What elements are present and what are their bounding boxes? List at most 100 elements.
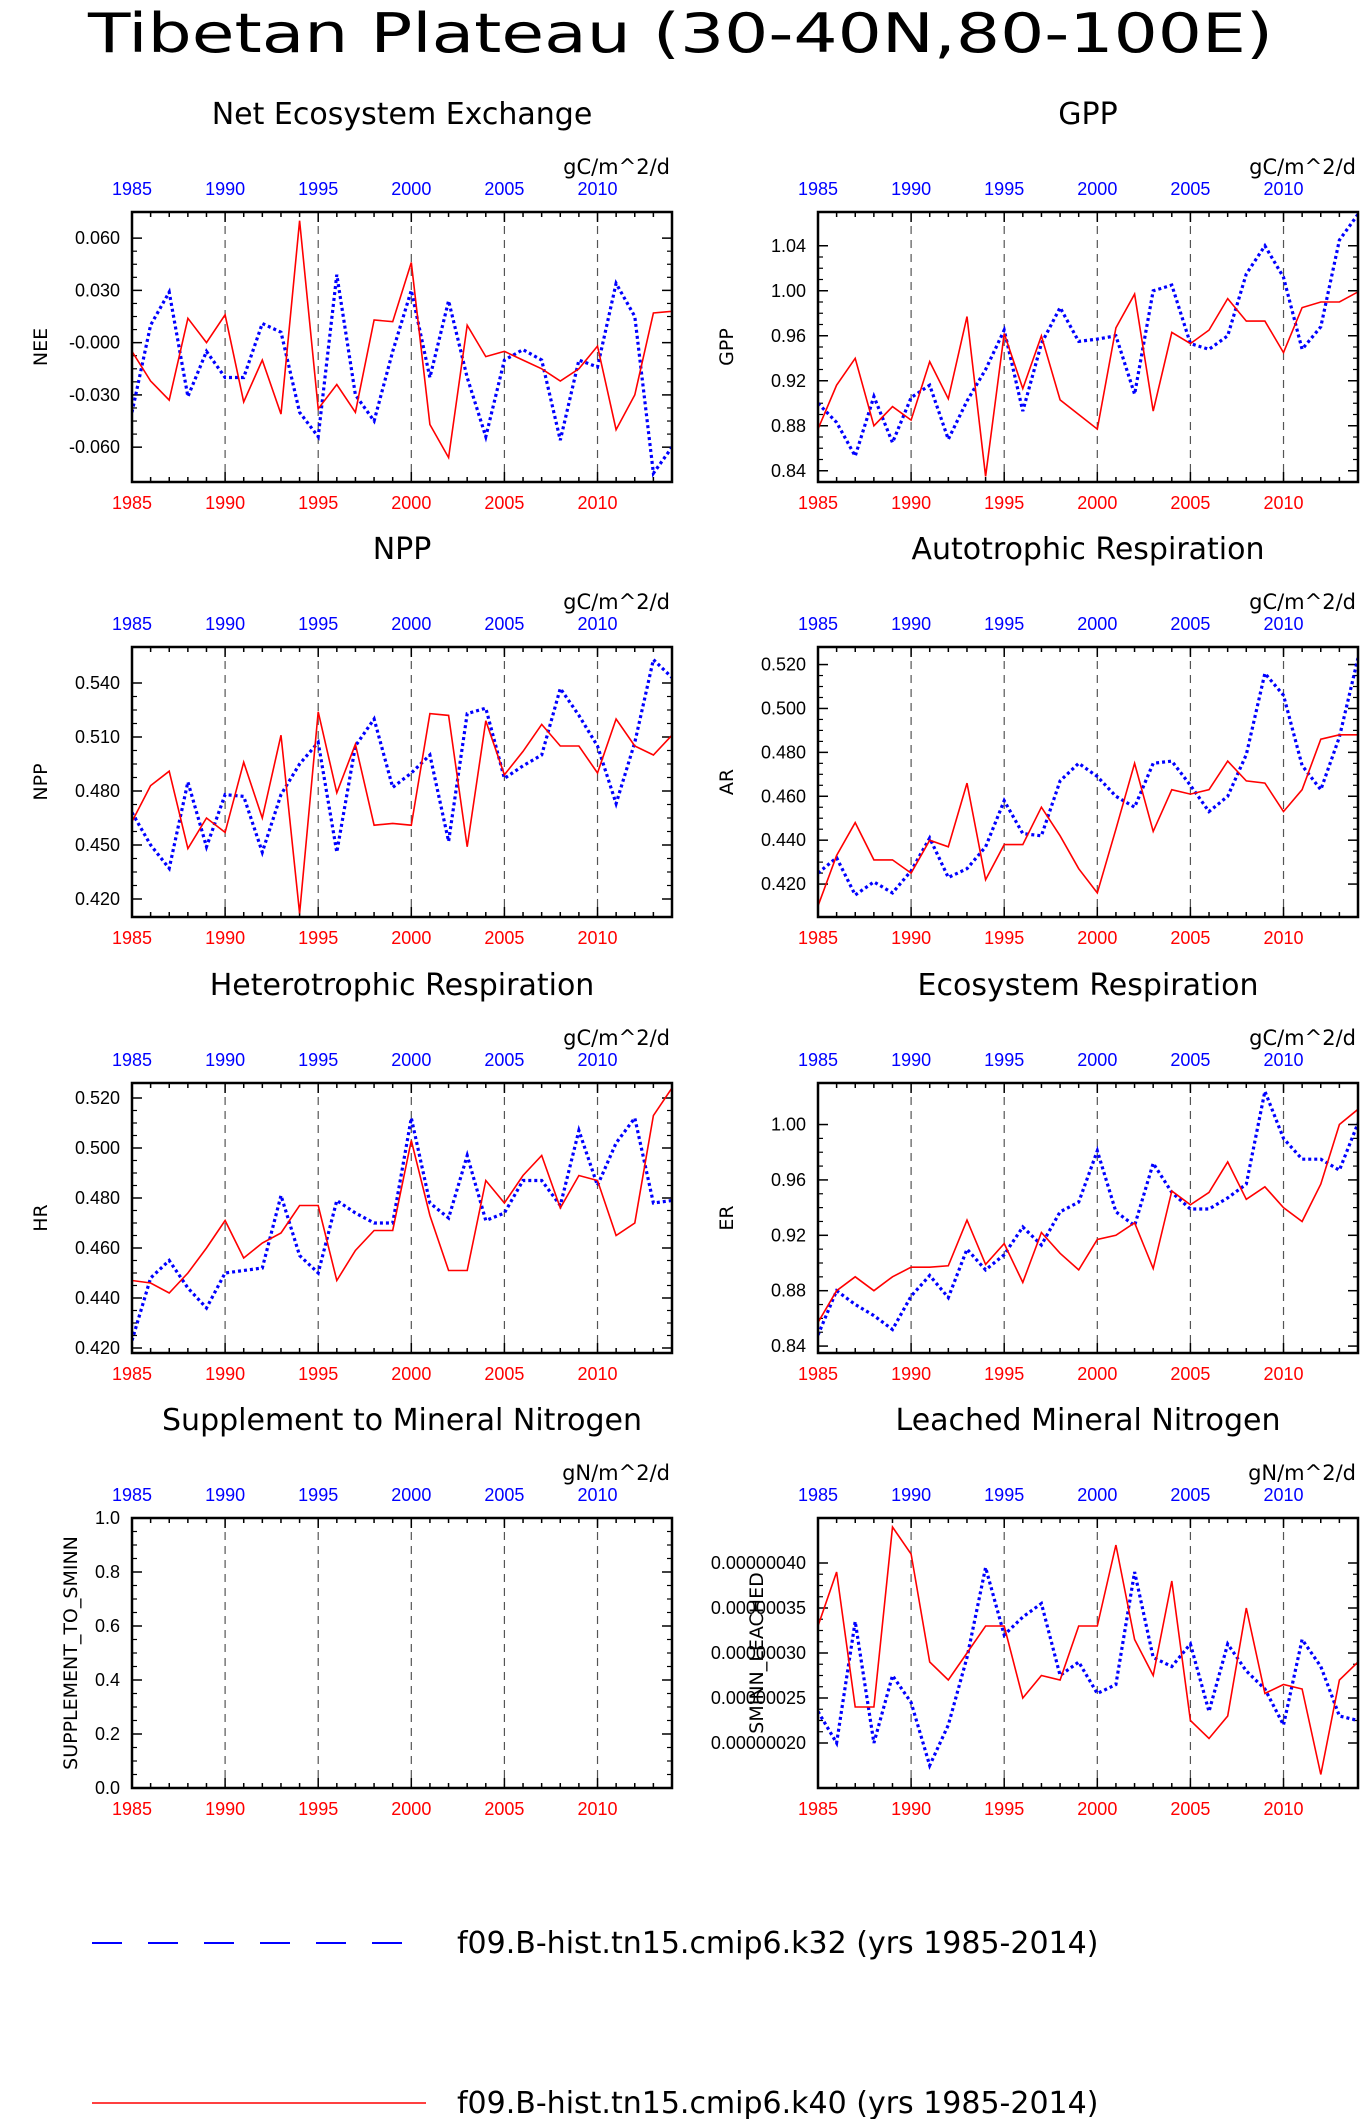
bottom-tick-label: 2005 [484, 1364, 524, 1384]
series-line-k32 [818, 1567, 1358, 1771]
top-tick-label: 2005 [1170, 1485, 1210, 1505]
y-tick-label: 0.420 [761, 874, 806, 894]
bottom-tick-label: 2005 [1170, 493, 1210, 513]
y-axis-label: SMINN_LEACHED [746, 1572, 768, 1733]
panel-title: Ecosystem Respiration [918, 968, 1259, 1003]
bottom-tick-label: 2010 [1263, 1364, 1303, 1384]
y-tick-label: 0.450 [75, 835, 120, 855]
y-tick-label: 0.420 [75, 889, 120, 909]
top-tick-label: 1990 [891, 1050, 931, 1070]
units-label: gN/m^2/d [1248, 1461, 1356, 1485]
bottom-tick-label: 2010 [577, 1364, 617, 1384]
y-axis-label: NEE [30, 328, 52, 366]
bottom-tick-label: 1985 [798, 493, 838, 513]
series-line-k32 [132, 274, 672, 478]
bottom-tick-label: 1990 [891, 493, 931, 513]
top-tick-label: 1990 [205, 1050, 245, 1070]
bottom-tick-label: 2010 [1263, 493, 1303, 513]
panel-hr: Heterotrophic Respiration gC/m^2/d 1985 199… [30, 968, 674, 1384]
bottom-tick-label: 1990 [205, 928, 245, 948]
units-label: gC/m^2/d [1249, 590, 1356, 614]
bottom-tick-label: 2010 [1263, 1799, 1303, 1819]
y-tick-label: 0.96 [771, 1170, 806, 1190]
top-tick-label: 2005 [1170, 1050, 1210, 1070]
bottom-tick-label: 1995 [298, 493, 338, 513]
panel-gpp: GPP gC/m^2/d 1985 1990 1995 2000 2005 2010 1985 1… [716, 97, 1360, 513]
top-tick-label: 2000 [1077, 614, 1117, 634]
top-tick-label: 1995 [298, 1050, 338, 1070]
y-tick-label: 1.0 [95, 1508, 120, 1528]
units-label: gC/m^2/d [563, 1026, 670, 1050]
y-tick-label: 0.88 [771, 1281, 806, 1301]
bottom-tick-label: 2005 [1170, 1799, 1210, 1819]
bottom-tick-label: 2005 [1170, 928, 1210, 948]
y-axis-label: SUPPLEMENT_TO_SMINN [60, 1536, 82, 1770]
top-tick-label: 2000 [1077, 179, 1117, 199]
bottom-tick-label: 1990 [891, 1364, 931, 1384]
top-tick-label: 1995 [984, 179, 1024, 199]
y-tick-label: 0.92 [771, 1225, 806, 1245]
y-tick-label: 0.460 [75, 1238, 120, 1258]
y-tick-label: 0.92 [771, 371, 806, 391]
plot-frame [816, 1516, 1360, 1790]
top-tick-label: 2000 [1077, 1485, 1117, 1505]
top-tick-label: 1995 [984, 1485, 1024, 1505]
units-label: gC/m^2/d [1249, 155, 1356, 179]
y-axis-label: AR [716, 769, 738, 795]
bottom-tick-label: 2010 [577, 928, 617, 948]
top-tick-label: 1985 [798, 179, 838, 199]
units-label: gC/m^2/d [563, 155, 670, 179]
y-tick-label: 0.500 [761, 698, 806, 718]
top-tick-label: 2005 [484, 1485, 524, 1505]
series-line-k32 [132, 656, 672, 873]
plot-frame [816, 210, 1360, 484]
y-tick-label: -0.030 [69, 385, 120, 405]
y-tick-label: 0.030 [75, 280, 120, 300]
bottom-tick-label: 2000 [391, 928, 431, 948]
top-tick-label: 1985 [798, 1050, 838, 1070]
panels: Net Ecosystem Exchange gC/m^2/d 1985 1990 19… [30, 97, 1360, 1819]
plot-frame [130, 645, 674, 919]
units-label: gN/m^2/d [562, 1461, 670, 1485]
bottom-tick-label: 2000 [391, 1799, 431, 1819]
top-tick-label: 2000 [1077, 1050, 1117, 1070]
top-tick-label: 2000 [391, 1050, 431, 1070]
top-tick-label: 1985 [798, 1485, 838, 1505]
top-tick-label: 2000 [391, 614, 431, 634]
y-tick-label: 0.00000035 [711, 1598, 806, 1618]
y-tick-label: 0.420 [75, 1338, 120, 1358]
top-tick-label: 1990 [205, 1485, 245, 1505]
y-tick-label: 0.4 [95, 1670, 120, 1690]
y-axis-label: GPP [716, 328, 738, 366]
y-tick-label: 1.00 [771, 281, 806, 301]
top-tick-label: 1995 [298, 614, 338, 634]
top-tick-label: 2000 [391, 1485, 431, 1505]
bottom-tick-label: 1990 [891, 928, 931, 948]
panel-title: Leached Mineral Nitrogen [896, 1403, 1281, 1438]
y-tick-label: 0.540 [75, 673, 120, 693]
bottom-tick-label: 1985 [798, 1364, 838, 1384]
bottom-tick-label: 1995 [298, 1799, 338, 1819]
y-tick-label: 0.00000020 [711, 1733, 806, 1753]
top-tick-label: 2010 [1263, 614, 1303, 634]
top-tick-label: 2010 [1263, 179, 1303, 199]
bottom-tick-label: 1995 [984, 493, 1024, 513]
y-tick-label: 0.520 [761, 655, 806, 675]
bottom-tick-label: 1985 [112, 493, 152, 513]
y-axis-label: HR [30, 1204, 52, 1232]
y-tick-label: 0.84 [771, 1336, 806, 1356]
top-tick-label: 2005 [484, 179, 524, 199]
y-tick-label: 0.8 [95, 1562, 120, 1582]
y-tick-label: 0.440 [761, 830, 806, 850]
y-tick-label: 0.00000030 [711, 1643, 806, 1663]
bottom-tick-label: 1990 [205, 493, 245, 513]
bottom-tick-label: 1985 [112, 928, 152, 948]
bottom-tick-label: 1995 [984, 1799, 1024, 1819]
bottom-tick-label: 2000 [1077, 1799, 1117, 1819]
bottom-tick-label: 2005 [1170, 1364, 1210, 1384]
top-tick-label: 1990 [891, 1485, 931, 1505]
series-line-k40 [132, 711, 672, 914]
bottom-tick-label: 1995 [984, 928, 1024, 948]
plot-frame [816, 1081, 1360, 1355]
